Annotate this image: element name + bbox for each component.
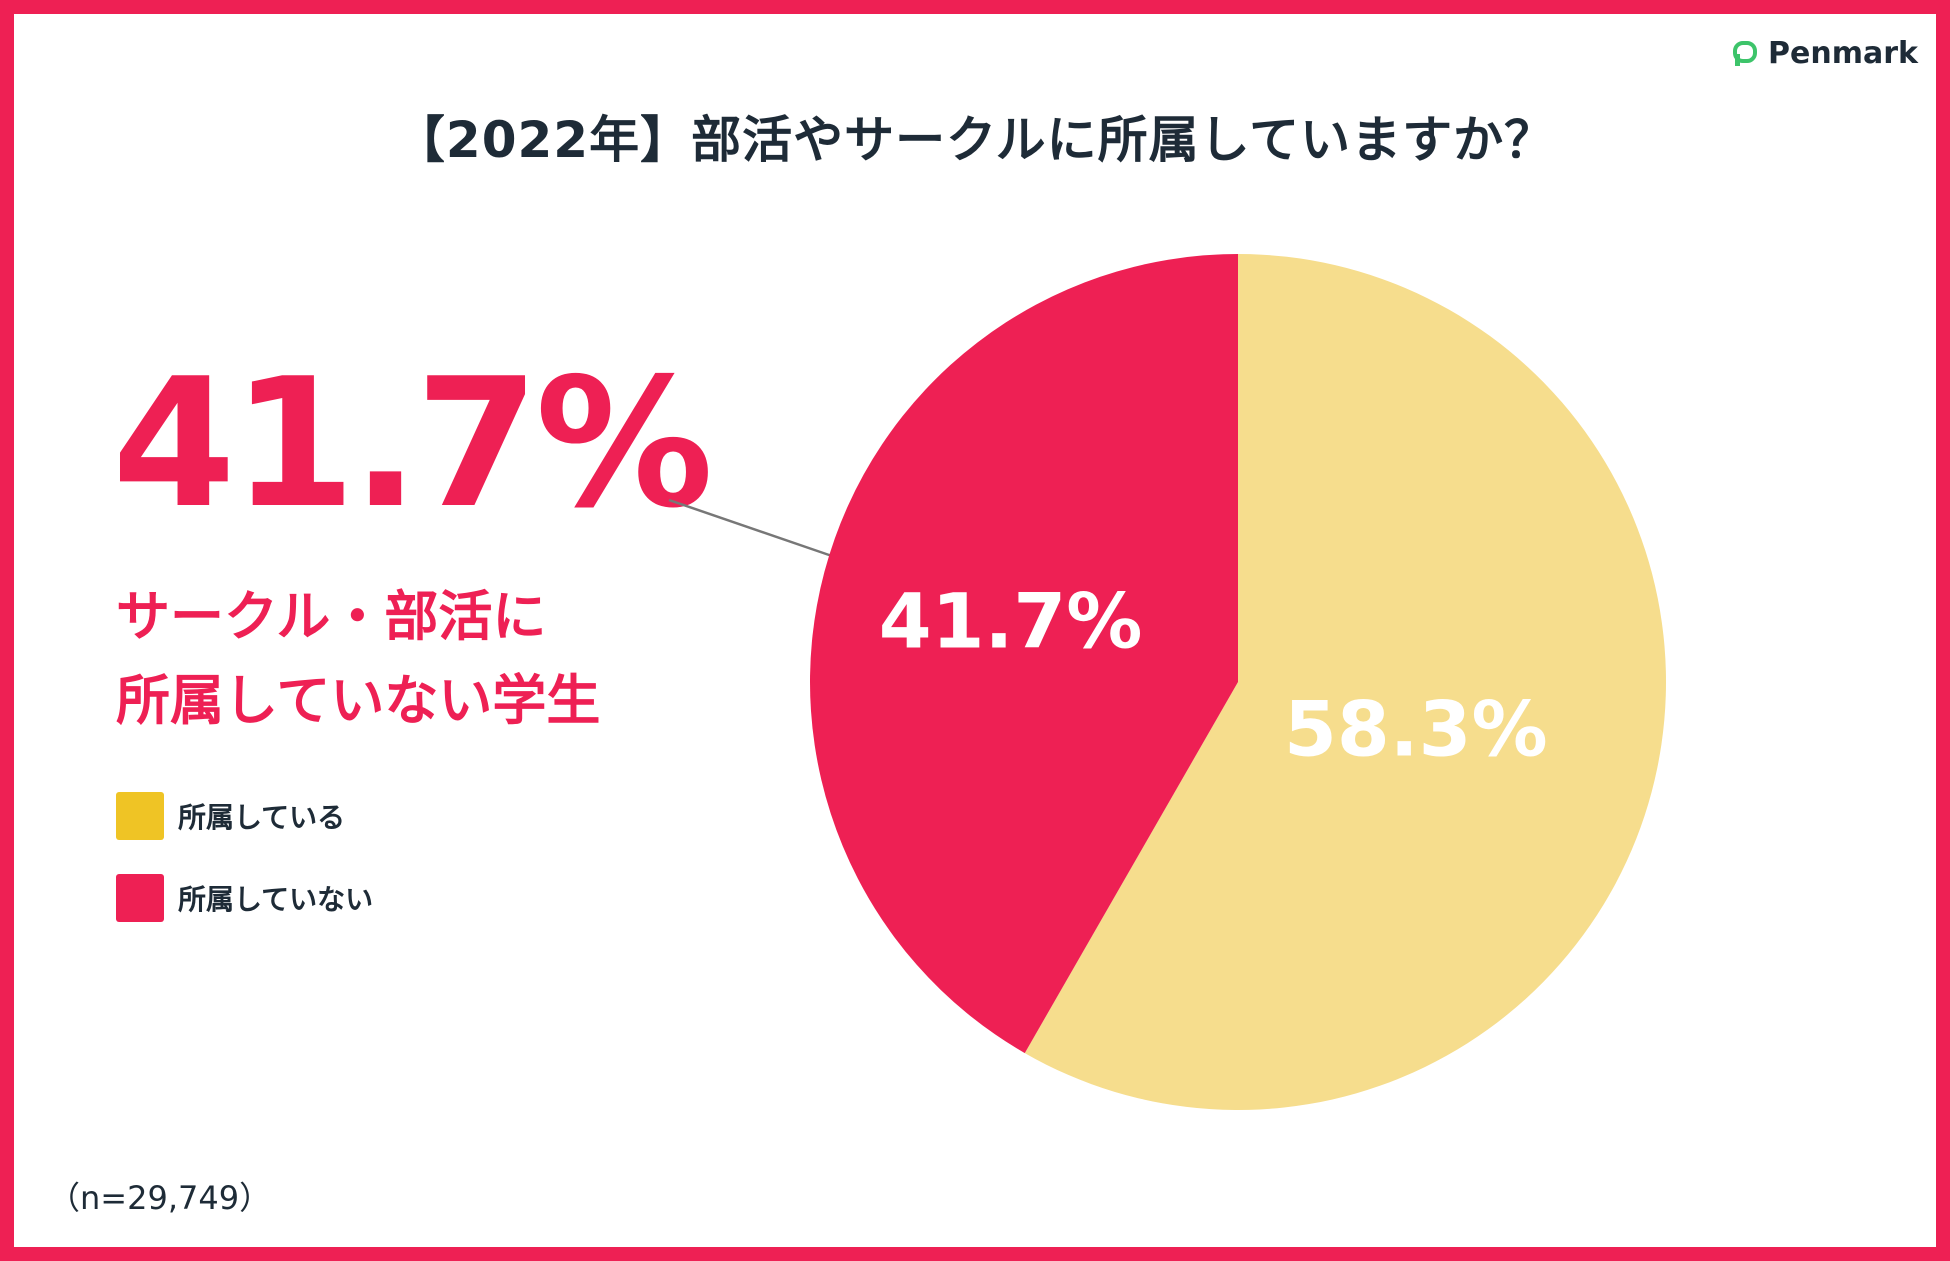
- legend-swatch-yes: [116, 792, 164, 840]
- brand-name: Penmark: [1768, 36, 1918, 71]
- legend-swatch-no: [116, 874, 164, 922]
- highlight-caption-line2: 所属していない学生: [116, 669, 601, 732]
- legend-item-yes: 所属している: [116, 790, 373, 842]
- legend-label-no: 所属していない: [178, 883, 374, 916]
- highlight-percentage: 41.7%: [112, 340, 714, 547]
- highlight-caption-line1: サークル・部活に: [116, 585, 547, 648]
- legend-label-yes: 所属している: [178, 801, 346, 834]
- legend-item-no: 所属していない: [116, 872, 373, 924]
- pie-slice-yes: [1024, 254, 1667, 1110]
- brand-logo: Penmark: [1732, 36, 1918, 71]
- pie-label-yes: 58.3%: [1284, 684, 1548, 773]
- pie-label-no: 41.7%: [879, 576, 1143, 665]
- highlight-caption: サークル・部活に 所属していない学生: [116, 575, 600, 743]
- pie-slice-no: [810, 254, 1238, 1054]
- legend: 所属している 所属していない: [116, 790, 373, 954]
- leader-line: [668, 498, 833, 558]
- sample-size: （n=29,749）: [48, 1179, 272, 1217]
- speech-bubble-icon: [1733, 40, 1758, 66]
- chart-title: 【2022年】部活やサークルに所属していますか？: [394, 111, 1556, 169]
